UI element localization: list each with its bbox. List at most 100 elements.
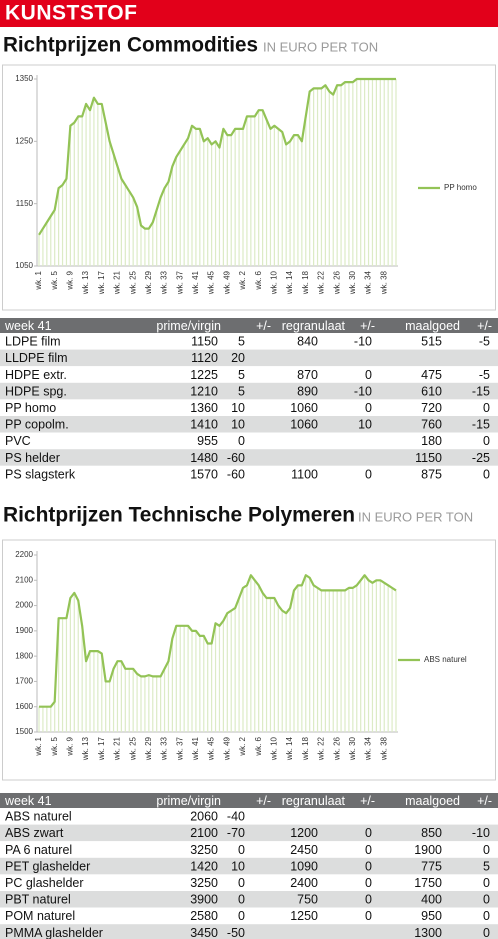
- column-header: prime/virgin: [156, 794, 221, 808]
- table-cell: 0: [238, 434, 245, 448]
- table-cell: 0: [365, 843, 372, 857]
- table-cell: PP homo: [5, 401, 56, 415]
- table-cell: ABS naturel: [5, 810, 72, 824]
- y-tick-label: 1800: [15, 651, 33, 660]
- header-title: KUNSTSTOF: [5, 2, 137, 25]
- y-tick-label: 1900: [15, 626, 33, 635]
- table-cell: 760: [421, 418, 442, 432]
- table-cell: PS helder: [5, 451, 60, 465]
- x-tick-label: wk. 26: [332, 270, 341, 295]
- table-cell: 0: [365, 826, 372, 840]
- table-cell: -5: [479, 335, 490, 349]
- table-cell: 0: [483, 401, 490, 415]
- table-cell: -70: [227, 826, 245, 840]
- table-row-bg: [0, 349, 498, 367]
- x-tick-label: wk. 2: [238, 736, 247, 756]
- table-cell: 0: [365, 859, 372, 873]
- table-row-bg: [0, 891, 498, 908]
- column-header: week 41: [4, 794, 52, 808]
- table-cell: 610: [421, 384, 442, 398]
- table-cell: 870: [297, 368, 318, 382]
- section-subtitle: IN EURO PER TON: [358, 509, 473, 524]
- table-cell: -10: [354, 384, 372, 398]
- table-cell: 0: [483, 909, 490, 923]
- table-cell: 955: [197, 434, 218, 448]
- column-header: week 41: [4, 319, 52, 333]
- table-cell: PET glashelder: [5, 859, 90, 873]
- x-tick-label: wk. 14: [285, 736, 294, 761]
- x-tick-label: wk. 37: [175, 736, 184, 761]
- table-cell: 2060: [190, 810, 218, 824]
- column-header: +/-: [477, 319, 492, 333]
- section-title: Richtprijzen Commodities: [3, 34, 258, 57]
- y-tick-label: 1700: [15, 677, 33, 686]
- table-cell: 1410: [190, 418, 218, 432]
- y-tick-label: 1600: [15, 702, 33, 711]
- table-cell: 3450: [190, 926, 218, 939]
- x-tick-label: wk. 9: [65, 270, 74, 290]
- column-header: regranulaat: [282, 794, 346, 808]
- table-cell: HDPE spg.: [5, 384, 67, 398]
- table-cell: PC glashelder: [5, 876, 84, 890]
- legend-label: ABS naturel: [424, 655, 467, 664]
- table-cell: -60: [227, 467, 245, 481]
- x-tick-label: wk. 18: [301, 736, 310, 761]
- x-tick-label: wk. 5: [50, 736, 59, 756]
- table-cell: 840: [297, 335, 318, 349]
- table-cell: 1090: [290, 859, 318, 873]
- table-cell: -15: [472, 384, 490, 398]
- x-tick-label: wk. 30: [348, 270, 357, 295]
- table-cell: 3250: [190, 876, 218, 890]
- column-header: maalgoed: [405, 319, 460, 333]
- y-tick-label: 1250: [15, 136, 33, 145]
- column-header: prime/virgin: [156, 319, 221, 333]
- section-title: Richtprijzen Technische Polymeren: [3, 504, 355, 527]
- table-cell: 515: [421, 335, 442, 349]
- table-row-bg: [0, 366, 498, 383]
- table-cell: PS slagsterk: [5, 467, 76, 481]
- x-tick-label: wk. 1: [34, 736, 43, 756]
- table-row-bg: [0, 841, 498, 858]
- table-row-bg: [0, 432, 498, 450]
- x-tick-label: wk. 34: [364, 736, 373, 761]
- table-cell: 0: [365, 893, 372, 907]
- x-tick-label: wk. 37: [175, 270, 184, 295]
- table-cell: 0: [365, 368, 372, 382]
- table-cell: 5: [238, 384, 245, 398]
- x-tick-label: wk. 13: [81, 736, 90, 761]
- header-bar: [0, 0, 498, 27]
- x-tick-label: wk. 45: [207, 736, 216, 761]
- y-tick-label: 2000: [15, 601, 33, 610]
- y-tick-label: 2200: [15, 550, 33, 559]
- table-cell: 1200: [290, 826, 318, 840]
- table-cell: 10: [231, 401, 245, 415]
- section-subtitle: IN EURO PER TON: [263, 39, 378, 54]
- x-tick-label: wk. 33: [160, 270, 169, 295]
- table-cell: 750: [297, 893, 318, 907]
- table-cell: 0: [483, 926, 490, 939]
- table-cell: HDPE extr.: [5, 368, 67, 382]
- table-header-bg: [0, 318, 498, 333]
- table-cell: 2580: [190, 909, 218, 923]
- table-cell: 0: [365, 467, 372, 481]
- table-cell: 475: [421, 368, 442, 382]
- column-header: +/-: [477, 794, 492, 808]
- table-cell: 180: [421, 434, 442, 448]
- table-cell: 0: [365, 401, 372, 415]
- table-cell: -10: [354, 335, 372, 349]
- x-tick-label: wk. 38: [379, 270, 388, 295]
- x-tick-label: wk. 41: [191, 736, 200, 761]
- x-tick-label: wk. 21: [113, 270, 122, 295]
- table-cell: 875: [421, 467, 442, 481]
- y-tick-label: 1050: [15, 261, 33, 270]
- table-cell: 3900: [190, 893, 218, 907]
- table-cell: 1250: [290, 909, 318, 923]
- table-cell: 0: [483, 467, 490, 481]
- table-row-bg: [0, 874, 498, 891]
- x-tick-label: wk. 45: [207, 270, 216, 295]
- table-cell: 2450: [290, 843, 318, 857]
- table-row-bg: [0, 808, 498, 825]
- table-cell: LLDPE film: [5, 351, 68, 365]
- table-cell: 5: [483, 859, 490, 873]
